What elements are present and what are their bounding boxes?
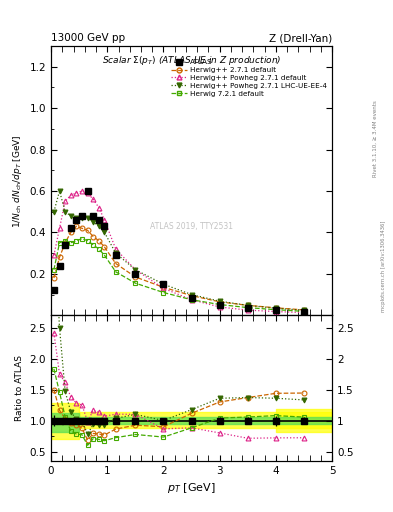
X-axis label: $p_T$ [GeV]: $p_T$ [GeV] bbox=[167, 481, 216, 495]
Text: mcplots.cern.ch [arXiv:1306.3436]: mcplots.cern.ch [arXiv:1306.3436] bbox=[381, 221, 386, 312]
Text: Rivet 3.1.10, ≥ 3.4M events: Rivet 3.1.10, ≥ 3.4M events bbox=[373, 100, 378, 177]
Legend: ATLAS, Herwig++ 2.7.1 default, Herwig++ Powheg 2.7.1 default, Herwig++ Powheg 2.: ATLAS, Herwig++ 2.7.1 default, Herwig++ … bbox=[170, 58, 329, 98]
Y-axis label: $1/N_\mathrm{ch}\;dN_\mathrm{ch}/dp_T\;\mathrm{[GeV]}$: $1/N_\mathrm{ch}\;dN_\mathrm{ch}/dp_T\;\… bbox=[11, 134, 24, 227]
Text: ATLAS 2019, TTY2531: ATLAS 2019, TTY2531 bbox=[150, 222, 233, 231]
Text: Z (Drell-Yan): Z (Drell-Yan) bbox=[269, 33, 332, 44]
Y-axis label: Ratio to ATLAS: Ratio to ATLAS bbox=[15, 355, 24, 421]
Text: 13000 GeV pp: 13000 GeV pp bbox=[51, 33, 125, 44]
Text: Scalar $\Sigma(p_T)$ (ATLAS UE in Z production): Scalar $\Sigma(p_T)$ (ATLAS UE in Z prod… bbox=[102, 54, 281, 67]
